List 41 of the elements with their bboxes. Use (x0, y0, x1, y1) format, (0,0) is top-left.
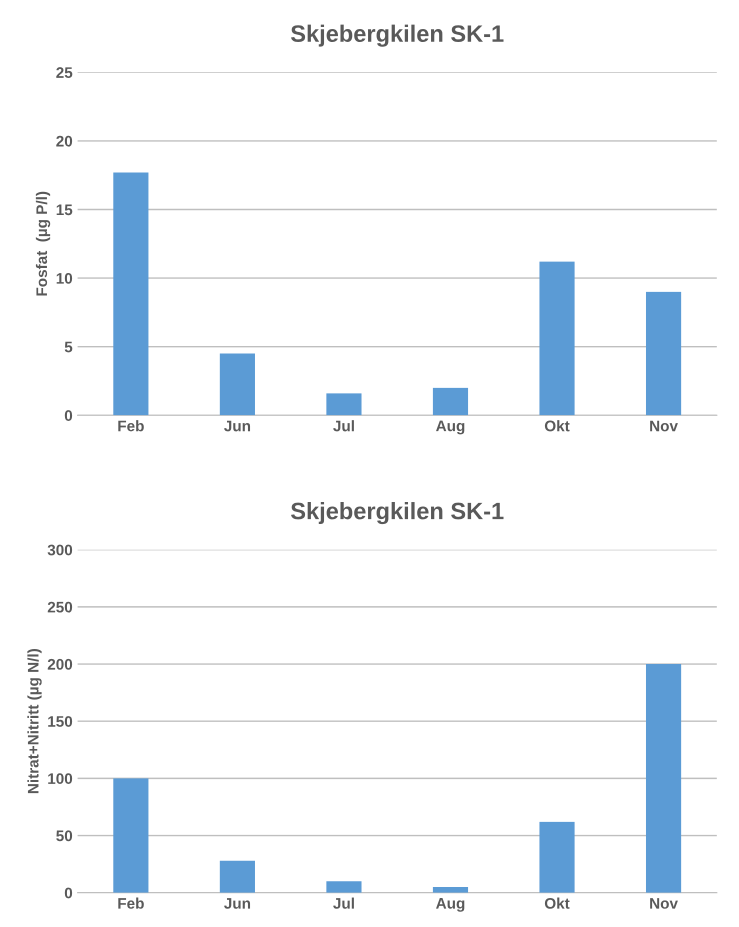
y-tick-label: 20 (56, 136, 72, 147)
y-tick-label: 100 (48, 773, 72, 784)
x-tick-label: Jun (224, 898, 250, 909)
y-tick-label: 0 (64, 410, 72, 421)
x-tick-label: Jun (224, 420, 250, 432)
x-tick-label: Okt (544, 420, 570, 432)
y-axis-title: Nitrat+Nitritt (µg N/l) (27, 649, 42, 794)
bar (326, 881, 362, 893)
bar (113, 778, 148, 893)
x-tick-label: Okt (544, 898, 570, 909)
bar (432, 388, 468, 416)
bar (646, 292, 682, 416)
bar (539, 822, 575, 893)
x-tick-label: Nov (650, 898, 678, 909)
bar (539, 262, 575, 416)
x-tick-label: Jul (333, 898, 354, 909)
x-tick-label: Jul (333, 420, 354, 432)
bar (220, 354, 255, 416)
y-tick-label: 200 (48, 658, 72, 670)
y-tick-label: 50 (56, 830, 72, 842)
y-tick-label: 10 (56, 272, 72, 284)
y-tick-label: 150 (48, 716, 72, 727)
bar (326, 393, 362, 416)
x-tick-label: Feb (118, 898, 144, 909)
chart-title: Skjebergkilen SK-1 (290, 24, 504, 47)
bar (113, 172, 148, 416)
y-axis-title: Fosfat (µg P/l) (36, 192, 50, 296)
y-tick-label: 5 (64, 342, 72, 352)
x-tick-label: Nov (650, 420, 678, 432)
y-tick-label: 25 (56, 67, 72, 78)
x-tick-label: Feb (118, 420, 144, 432)
y-tick-label: 250 (48, 602, 72, 613)
y-tick-label: 0 (64, 888, 72, 898)
bar (646, 664, 682, 893)
bar (220, 860, 255, 893)
y-tick-label: 15 (56, 204, 72, 216)
x-tick-label: Aug (436, 420, 464, 434)
bar (432, 886, 468, 893)
x-tick-label: Aug (436, 898, 464, 912)
chart-title: Skjebergkilen SK-1 (290, 502, 504, 524)
y-tick-label: 300 (48, 544, 72, 556)
